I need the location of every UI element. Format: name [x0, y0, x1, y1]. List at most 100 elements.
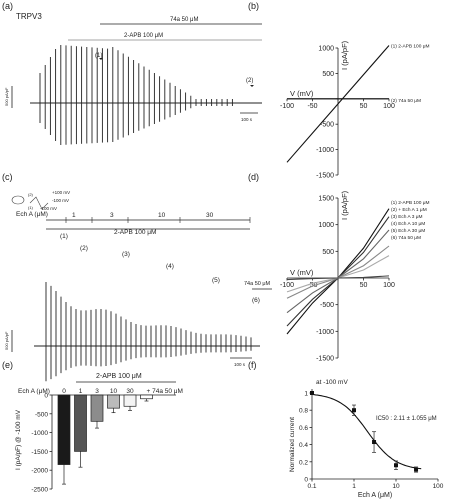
panel-label-d: (d) [248, 172, 259, 182]
bar-2apb-e-label: 2-APB 100 μM [96, 373, 142, 380]
bar-e [74, 394, 87, 452]
data-point-f [394, 463, 398, 468]
y-tick-label-b: -500 [320, 122, 334, 129]
bar-e [107, 394, 120, 409]
panel-label-b: (b) [248, 1, 259, 11]
panel-c-mark: (1) [60, 233, 68, 240]
series-line-b [286, 45, 390, 163]
panel-a-title: TRPV3 [16, 12, 42, 21]
x-tick-label-f: 100 [433, 483, 444, 490]
panel-label-e: (e) [2, 360, 13, 370]
marker-arrow-1 [99, 58, 103, 60]
y-tick-label-b: -1500 [316, 173, 334, 180]
y-axis-label-e: I (pA/pF) @ -100 mV [15, 409, 22, 470]
protocol-ramp-icon [29, 196, 49, 210]
series-line-d [286, 275, 390, 281]
data-point-f [372, 440, 377, 445]
category-label-e: 1 [79, 388, 83, 395]
series-label-d: (4) Ech A 10 μM [391, 221, 425, 227]
y-tick-label-d: 1500 [318, 196, 334, 203]
bar-2apb-c-label: 2-APB 100 μM [114, 229, 156, 236]
protocol-mark-1: (1) [28, 205, 34, 210]
y-tick-label-b: 500 [322, 71, 334, 78]
x-tick-label-b: -50 [307, 103, 317, 110]
fit-curve-f [311, 393, 422, 470]
echa-label-c: Ech A (μM) [16, 211, 48, 218]
protocol-cell-icon [11, 195, 25, 205]
data-point-f [310, 391, 314, 395]
y-tick-label-e: -1000 [31, 430, 48, 437]
y-tick-label-e: -500 [35, 411, 48, 418]
bar-2apb-label: 2-APB 100 μM [124, 33, 163, 39]
protocol-mark-2: (2) [28, 192, 34, 197]
bar-e [140, 394, 153, 400]
bar-e [90, 394, 104, 422]
x-tick-label-b: 50 [360, 103, 368, 110]
scale-bar-y-a-label: 500 pA/pF [4, 87, 9, 106]
x-tick-label-d: -100 [280, 282, 294, 289]
scale-bar-y-c-label: 500 pA/pF [4, 331, 9, 350]
y-tick-label-e: -1500 [31, 449, 48, 456]
y-tick-label-b: 1000 [318, 46, 334, 53]
scale-bar-x-c-label: 100 s [234, 362, 246, 367]
x-tick-label-d: 50 [360, 282, 368, 289]
series-label-d: (5) Ech A 30 μM [391, 228, 425, 234]
x-tick-label-f: 1 [352, 483, 356, 490]
y-tick-label-e: -2500 [31, 487, 48, 494]
panel-c-mark: (3) [122, 251, 130, 258]
y-tick-label-d: -1000 [316, 329, 334, 336]
y-tick-label-f: 0.4 [299, 442, 308, 449]
y-tick-label-d: -1500 [316, 356, 334, 363]
y-tick-label-d: 500 [322, 249, 334, 256]
bar-74a-c-label: 74a 50 μM [244, 281, 271, 287]
y-tick-label-f: 0.8 [299, 408, 308, 415]
ic50-label-f: IC50 : 2.11 ± 1.055 μM [376, 416, 437, 422]
data-point-f [352, 408, 356, 413]
x-tick-label-f: 0.1 [307, 483, 316, 490]
panel-label-a: (a) [2, 1, 13, 11]
y-tick-label-f: 0.6 [299, 425, 308, 432]
x-tick-label-b: -100 [280, 103, 294, 110]
y-axis-label-f: Normalized current [289, 417, 296, 472]
category-label-e: 10 [110, 388, 118, 395]
x-axis-label-b: V (mV) [290, 89, 314, 98]
y-tick-label-e: -2000 [31, 468, 48, 475]
category-label-e: + 74a 50 μM [147, 388, 183, 395]
panel-c-mark: (6) [252, 297, 260, 304]
panel-label-f: (f) [248, 360, 257, 370]
panel-c-mark: (2) [80, 245, 88, 252]
panel-a-mark2: (2) [246, 78, 253, 84]
scale-bar-x-a-label: 100 s [241, 117, 253, 122]
y-tick-label-b: -1000 [316, 147, 334, 154]
echa-conc-c: 10 [158, 212, 166, 219]
panel-a-mark1: (1) [95, 53, 102, 59]
marker-arrow-2 [250, 85, 254, 87]
protocol-bottom-label: -100 mV [40, 206, 57, 211]
y-tick-label-f: 0.2 [299, 459, 308, 466]
bar-74a-label: 74a 50 μM [170, 17, 198, 23]
y-axis-label-b: I (pA/pF) [340, 40, 349, 70]
y-tick-label-f: 0 [304, 477, 308, 484]
category-label-e: 3 [95, 388, 99, 395]
y-tick-label-d: 1000 [318, 222, 334, 229]
echa-conc-c: 1 [72, 212, 76, 219]
x-axis-label-d: V (mV) [290, 268, 314, 277]
protocol-top-label: +100 mV [52, 190, 70, 195]
panel-c-mark: (5) [212, 277, 220, 284]
category-label-e: 0 [62, 388, 66, 395]
series-label-b: (2) 74a 50 μM [391, 98, 421, 104]
x-tick-label-b: 100 [383, 103, 395, 110]
data-point-f [414, 467, 419, 472]
category-label-e: 30 [126, 388, 134, 395]
echa-label-e: Ech A (μM) [18, 388, 50, 395]
x-axis-label-f: Ech A (μM) [358, 492, 392, 499]
bar-e [123, 394, 137, 407]
series-label-d: (6) 74a 50 μM [391, 235, 421, 241]
echa-conc-c: 30 [206, 212, 214, 219]
annotation-f: at -100 mV [316, 379, 348, 386]
x-tick-label-f: 10 [392, 483, 400, 490]
echa-conc-c: 3 [110, 212, 114, 219]
series-label-b: (1) 2-APB 100 μM [391, 43, 430, 49]
protocol-mid-label: -100 mV [52, 198, 69, 203]
